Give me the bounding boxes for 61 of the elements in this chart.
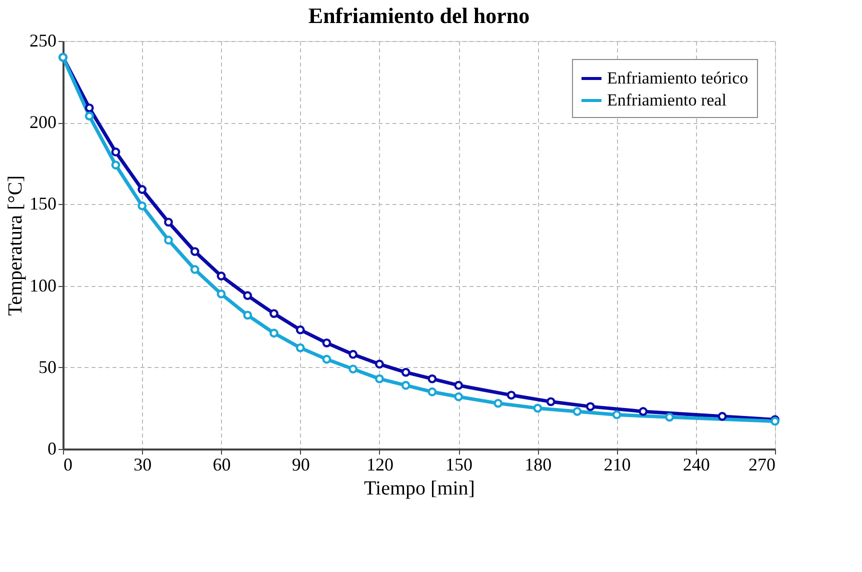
point bbox=[322, 338, 332, 348]
y-tick-label: 100 bbox=[30, 275, 56, 296]
x-tick-label: 120 bbox=[366, 454, 394, 474]
point bbox=[111, 160, 120, 170]
point bbox=[428, 387, 437, 396]
y-tick-label: 150 bbox=[30, 194, 56, 214]
chart-title: Enfriamiento del horno bbox=[308, 3, 530, 28]
point bbox=[638, 407, 648, 416]
x-tick-label: 240 bbox=[682, 454, 710, 474]
point bbox=[296, 325, 305, 334]
legend-label: Enfriamiento real bbox=[607, 90, 727, 110]
x-tick-label: 0 bbox=[64, 454, 72, 474]
point bbox=[322, 354, 332, 364]
point bbox=[111, 148, 120, 156]
point bbox=[454, 392, 464, 402]
point bbox=[164, 236, 173, 245]
x-tick-label: 180 bbox=[524, 454, 552, 474]
point bbox=[243, 291, 252, 300]
point bbox=[270, 328, 278, 338]
point bbox=[296, 343, 305, 352]
point bbox=[190, 265, 200, 274]
x-tick-label: 270 bbox=[748, 454, 776, 474]
x-tick-label: 30 bbox=[134, 454, 152, 474]
point bbox=[401, 368, 410, 377]
x-tick-label: 90 bbox=[292, 454, 310, 474]
point bbox=[533, 404, 542, 413]
x-tick-label: 210 bbox=[604, 454, 631, 474]
point bbox=[84, 112, 94, 121]
y-tick-label: 200 bbox=[30, 112, 56, 132]
point bbox=[348, 350, 358, 359]
point bbox=[84, 103, 94, 112]
point bbox=[164, 218, 173, 227]
point bbox=[216, 272, 226, 280]
point bbox=[190, 247, 200, 256]
y-tick-label: 250 bbox=[30, 30, 56, 50]
point bbox=[665, 412, 674, 422]
point bbox=[506, 390, 516, 400]
point bbox=[401, 380, 410, 390]
x-tick-label: 60 bbox=[212, 454, 231, 474]
point bbox=[612, 410, 622, 420]
point bbox=[374, 374, 384, 384]
x-tick-label: 150 bbox=[446, 454, 473, 474]
point bbox=[718, 412, 727, 421]
point bbox=[138, 185, 147, 194]
point bbox=[270, 309, 278, 318]
point bbox=[216, 290, 226, 298]
point bbox=[494, 398, 503, 408]
point bbox=[243, 310, 252, 320]
y-tick-label: 50 bbox=[38, 356, 56, 377]
y-tick-label: 0 bbox=[48, 438, 56, 458]
point bbox=[586, 402, 595, 412]
y-axis-title: Temperatura [°C] bbox=[4, 175, 26, 316]
point bbox=[454, 380, 464, 390]
point bbox=[138, 201, 147, 210]
legend-label: Enfriamiento teórico bbox=[607, 68, 748, 88]
point bbox=[572, 407, 582, 416]
point bbox=[348, 364, 358, 374]
point bbox=[374, 360, 384, 369]
point bbox=[428, 374, 437, 384]
x-axis-title: Tiempo [min] bbox=[364, 478, 475, 500]
point bbox=[546, 397, 556, 406]
